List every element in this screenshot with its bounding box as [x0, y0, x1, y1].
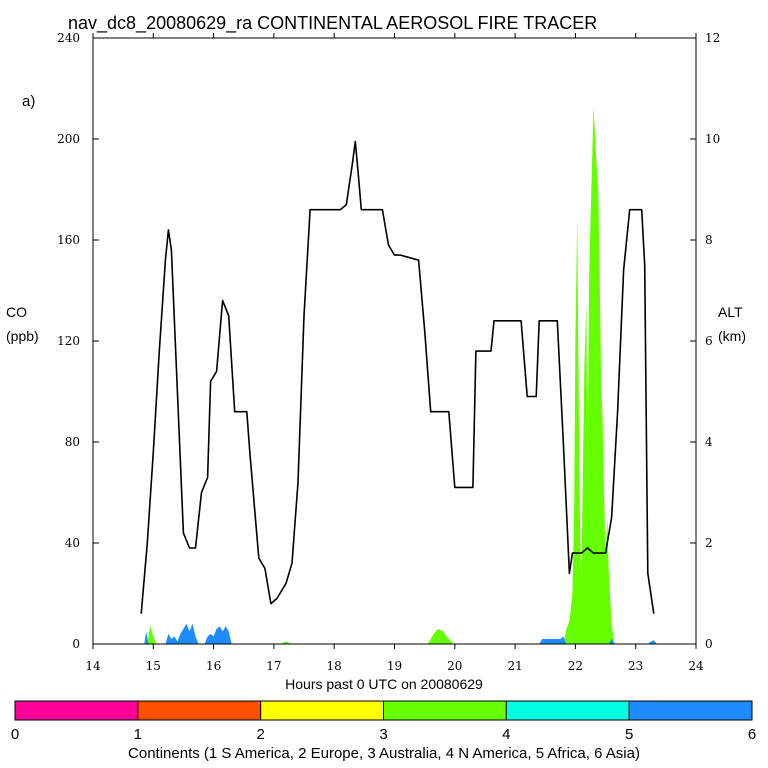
colorbar-tick-label: 1 — [134, 726, 142, 743]
y-axis-left-unit: (ppb) — [6, 328, 39, 344]
colorbar-segment — [628, 700, 753, 721]
y-right-tick-label: 12 — [705, 31, 720, 45]
y-right-tick-label: 10 — [705, 132, 720, 146]
colorbar-segment — [137, 700, 262, 721]
colorbar-tick-label: 6 — [748, 726, 756, 743]
y-left-tick-label: 240 — [57, 31, 80, 45]
colorbar-segment — [383, 700, 507, 721]
x-tick-label: 19 — [387, 659, 402, 673]
chart-title: nav_dc8_20080629_ra CONTINENTAL AEROSOL … — [68, 13, 597, 34]
y-axis-right-label: ALT — [718, 304, 743, 320]
y-left-tick-label: 120 — [57, 334, 80, 348]
colorbar-label: Continents (1 S America, 2 Europe, 3 Aus… — [128, 745, 640, 762]
colorbar-segment — [260, 700, 384, 721]
y-axis-left-label: CO — [6, 304, 27, 320]
colorbar-segment — [505, 700, 630, 721]
y-left-tick-label: 160 — [57, 233, 80, 247]
x-tick-label: 18 — [327, 659, 342, 673]
x-tick-label: 17 — [266, 659, 281, 673]
x-tick-label: 20 — [447, 659, 462, 673]
x-tick-label: 21 — [507, 659, 522, 673]
tracer-series-n-america — [147, 106, 615, 644]
y-left-tick-label: 40 — [65, 536, 80, 550]
plot-area: 14 15 16 17 18 19 20 21 22 23 24040801201602002400… — [57, 31, 720, 673]
y-right-tick-label: 4 — [705, 435, 713, 449]
y-left-tick-label: 80 — [65, 435, 80, 449]
tracer-series-asia — [144, 623, 657, 644]
y-right-tick-label: 0 — [705, 637, 713, 651]
x-tick-label: 24 — [688, 659, 704, 673]
y-right-tick-label: 6 — [705, 334, 713, 348]
y-right-tick-label: 8 — [705, 233, 713, 247]
y-left-tick-label: 200 — [57, 132, 80, 146]
x-tick-label: 15 — [146, 659, 161, 673]
x-axis-label: Hours past 0 UTC on 20080629 — [285, 676, 483, 692]
y-left-tick-label: 0 — [72, 637, 80, 651]
x-tick-label: 23 — [628, 659, 643, 673]
colorbar-tick-label: 3 — [379, 726, 387, 743]
colorbar-tick-label: 0 — [11, 726, 19, 743]
x-tick-label: 14 — [85, 659, 101, 673]
colorbar-tick-label: 2 — [256, 726, 264, 743]
colorbar: 0 1 2 3 4 5 6 — [11, 700, 756, 743]
x-tick-label: 22 — [568, 659, 583, 673]
colorbar-tick-label: 4 — [502, 726, 510, 743]
colorbar-tick-label: 5 — [625, 726, 633, 743]
colorbar-segment — [14, 700, 139, 721]
y-right-tick-label: 2 — [705, 536, 713, 550]
panel-label: a) — [22, 93, 35, 110]
altitude-line — [140, 140, 655, 614]
y-axis-right-unit: (km) — [718, 328, 746, 344]
x-tick-label: 16 — [206, 659, 221, 673]
